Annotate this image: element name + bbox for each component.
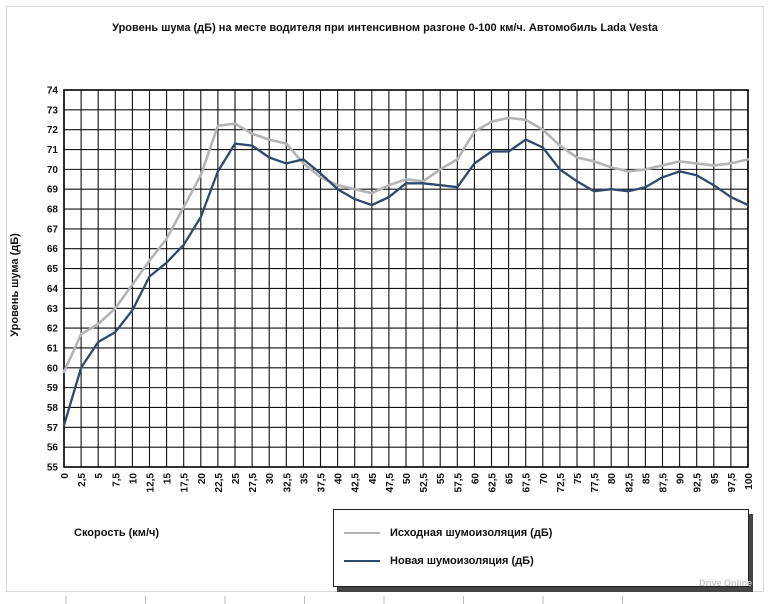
legend-swatch-original — [344, 532, 380, 534]
x-tick-label: 100 — [744, 473, 755, 490]
y-tick-label: 71 — [47, 145, 59, 156]
x-tick-label: 22,5 — [214, 473, 225, 493]
y-tick-label: 73 — [47, 105, 59, 116]
y-tick-label: 69 — [47, 185, 59, 196]
x-tick-label: 52,5 — [419, 473, 430, 493]
chart-axes — [63, 89, 749, 468]
x-tick-label: 85 — [641, 473, 652, 485]
x-tick-label: 55 — [436, 473, 447, 485]
legend-label-original: Исходная шумоизоляция (дБ) — [390, 527, 553, 539]
x-tick-label: 10 — [128, 473, 139, 485]
x-tick-label: 7,5 — [111, 473, 122, 487]
watermark: Drive Online — [698, 578, 752, 588]
x-tick-label: 12,5 — [146, 473, 157, 493]
chart-frame — [6, 6, 764, 592]
y-tick-label: 58 — [47, 403, 59, 414]
series-lines — [62, 116, 750, 427]
x-tick-label: 57,5 — [453, 473, 464, 493]
y-tick-label: 61 — [47, 343, 59, 354]
x-tick-label: 47,5 — [385, 473, 396, 493]
x-tick-label: 92,5 — [693, 473, 704, 493]
y-tick-label: 63 — [47, 304, 59, 315]
x-tick-label: 75 — [573, 473, 584, 485]
legend-item-new: Новая шумоизоляция (дБ) — [344, 552, 534, 570]
chart-legend: Исходная шумоизоляция (дБ) Новая шумоизо… — [333, 509, 749, 587]
x-tick-label: 50 — [402, 473, 413, 485]
y-tick-label: 70 — [47, 165, 59, 176]
x-tick-label: 40 — [334, 473, 345, 485]
x-tick-label: 97,5 — [727, 473, 738, 493]
x-tick-label: 25 — [231, 473, 242, 485]
x-tick-label: 95 — [710, 473, 721, 485]
y-tick-labels: 55 56 57 58 59 60 61 62 63 64 65 66 67 68 69 70 71 72 73 74 — [47, 86, 59, 474]
y-tick-label: 64 — [47, 284, 59, 295]
x-tick-label: 65 — [505, 473, 516, 485]
chart-title: Уровень шума (дБ) на месте водителя при … — [112, 22, 658, 34]
x-tick-label: 70 — [539, 473, 550, 485]
x-tick-label: 20 — [197, 473, 208, 485]
y-tick-label: 62 — [47, 324, 59, 335]
y-tick-label: 55 — [47, 463, 59, 474]
x-tick-label: 2,5 — [77, 473, 88, 487]
y-tick-label: 67 — [47, 224, 59, 235]
chart-grid — [63, 89, 749, 468]
bottom-tick-marks — [65, 596, 623, 604]
plot-border — [63, 89, 749, 468]
legend-item-original: Исходная шумоизоляция (дБ) — [344, 524, 552, 542]
y-tick-label: 66 — [47, 244, 59, 255]
x-tick-label: 42,5 — [351, 473, 362, 493]
y-tick-label: 60 — [47, 363, 59, 374]
y-tick-label: 68 — [47, 205, 59, 216]
x-tick-label: 32,5 — [282, 473, 293, 493]
x-tick-label: 30 — [265, 473, 276, 485]
x-tick-label: 67,5 — [522, 473, 533, 493]
y-tick-label: 59 — [47, 383, 59, 394]
x-tick-label: 35 — [299, 473, 310, 485]
x-tick-label: 60 — [470, 473, 481, 485]
y-tick-label: 74 — [47, 86, 59, 97]
x-tick-label: 82,5 — [624, 473, 635, 493]
y-tick-label: 72 — [47, 125, 59, 136]
x-tick-label: 62,5 — [488, 473, 499, 493]
series-line-new — [62, 138, 750, 427]
x-tick-label: 15 — [163, 473, 174, 485]
x-axis-label: Скорость (км/ч) — [74, 527, 160, 539]
x-tick-label: 27,5 — [248, 473, 259, 493]
x-tick-label: 45 — [368, 473, 379, 485]
x-tick-labels: 0 2,5 5 7,5 10 12,5 15 17,5 20 22,5 25 27,5 30 32,5 35… — [60, 473, 755, 493]
x-tick-label: 90 — [676, 473, 687, 485]
series-line-original — [62, 116, 750, 374]
x-tick-label: 17,5 — [180, 473, 191, 493]
legend-label-new: Новая шумоизоляция (дБ) — [390, 555, 534, 567]
x-tick-label: 37,5 — [317, 473, 328, 493]
x-tick-label: 80 — [607, 473, 618, 485]
x-tick-label: 0 — [60, 473, 71, 479]
x-tick-label: 5 — [94, 473, 105, 479]
x-tick-label: 72,5 — [556, 473, 567, 493]
y-tick-label: 57 — [47, 423, 59, 434]
x-tick-label: 77,5 — [590, 473, 601, 493]
x-tick-label: 87,5 — [659, 473, 670, 493]
y-tick-label: 56 — [47, 443, 59, 454]
y-tick-label: 65 — [47, 264, 59, 275]
legend-swatch-new — [344, 560, 380, 562]
